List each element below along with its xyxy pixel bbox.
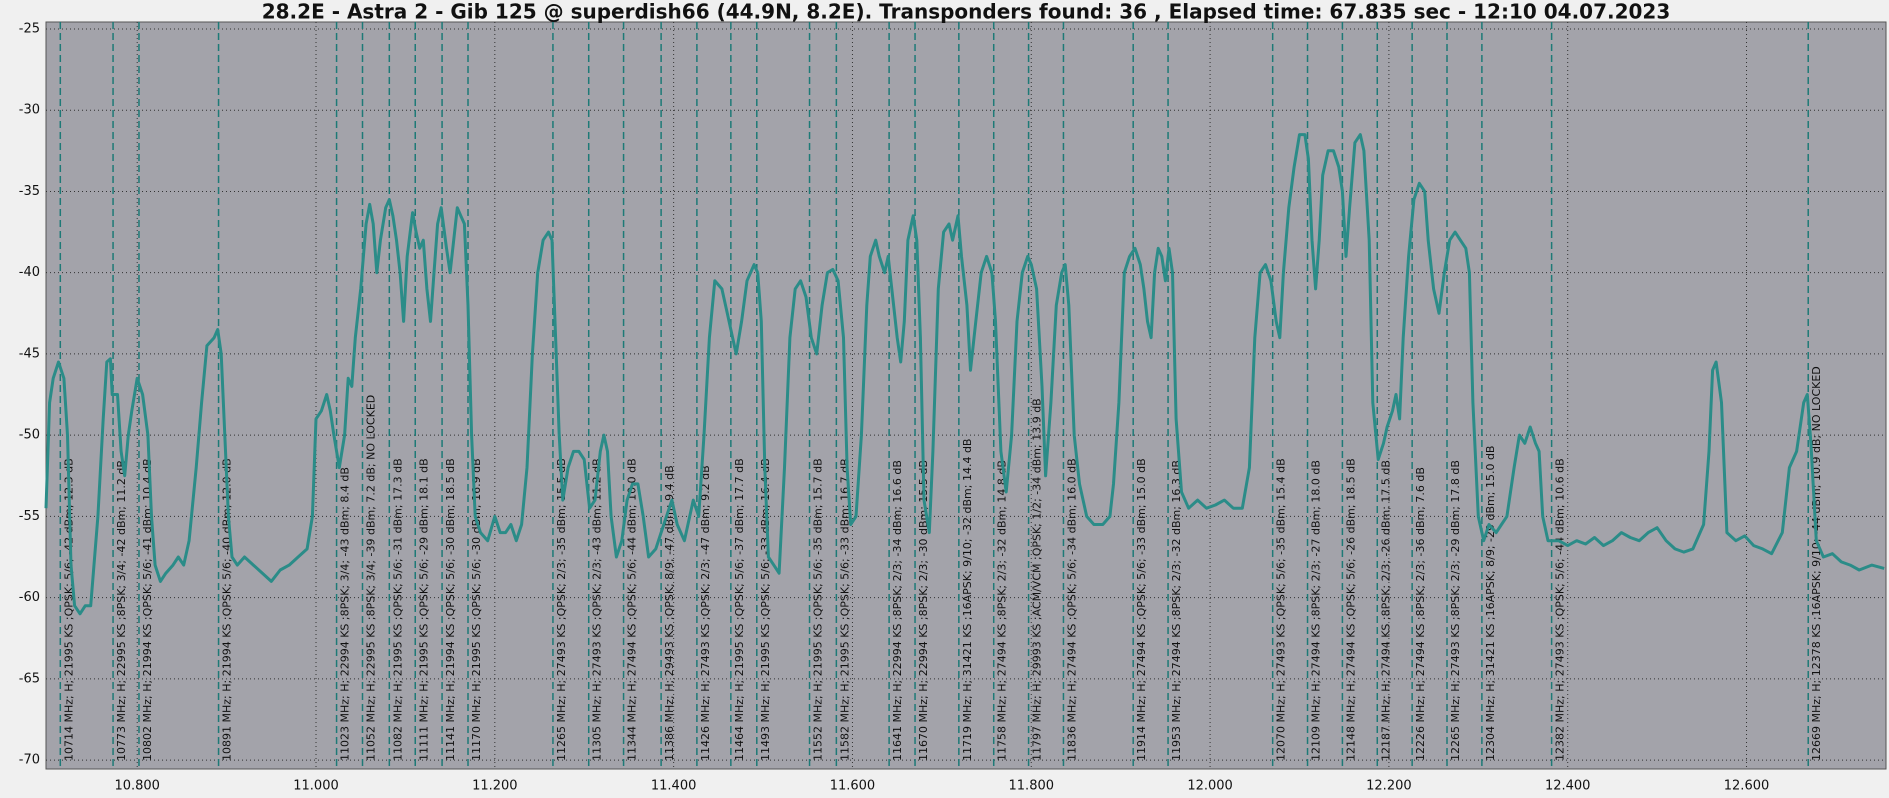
y-tick-label: -25	[19, 21, 40, 36]
transponder-label: 11552 MHz; H; 21995 KS ;QPSK; 5/6; -35 d…	[812, 458, 825, 761]
x-tick-label: 12.400	[1545, 779, 1591, 794]
transponder-label: 11797 MHz; H; 29993 KS ;ACM/VCM ;QPSK; 1…	[1031, 398, 1044, 761]
transponder-label: 10714 MHz; H; 21995 KS ;QPSK; 5/6; -42 d…	[62, 458, 75, 761]
transponder-label: 10773 MHz; H; 22995 KS ;8PSK; 3/4; -42 d…	[115, 460, 128, 761]
y-tick-label: -60	[19, 590, 40, 605]
transponder-label: 12382 MHz; H; 27493 KS ;QPSK; 5/6; -44 d…	[1554, 458, 1567, 761]
transponder-label: 12109 MHz; H; 27494 KS ;8PSK; 2/3; -27 d…	[1310, 460, 1323, 761]
transponder-label: 11052 MHz; H; 22995 KS ;8PSK; 3/4; -39 d…	[365, 395, 378, 761]
transponder-label: 11082 MHz; H; 21995 KS ;QPSK; 5/6; -31 d…	[391, 458, 404, 761]
transponder-label: 11758 MHz; H; 27494 KS ;8PSK; 2/3; -32 d…	[996, 460, 1009, 761]
transponder-label: 12070 MHz; H; 27493 KS ;QPSK; 5/6; -35 d…	[1275, 458, 1288, 761]
transponder-label: 12669 MHz; H; 12378 KS ;16APSK; 9/10; -4…	[1810, 366, 1823, 761]
transponder-label: 11582 MHz; H; 21995 KS ;QPSK; 5/6; -33 d…	[838, 458, 851, 761]
chart-title: 28.2E - Astra 2 - Gib 125 @ superdish66 …	[262, 0, 1671, 24]
transponder-label: 12226 MHz; H; 27494 KS ;8PSK; 2/3; -36 d…	[1414, 467, 1427, 761]
transponder-label: 12148 MHz; H; 27494 KS ;QPSK; 5/6; -26 d…	[1344, 458, 1357, 761]
plot-area	[45, 21, 1887, 770]
transponder-label: 11914 MHz; H; 27494 KS ;QPSK; 5/6; -33 d…	[1135, 458, 1148, 761]
transponder-label: 11836 MHz; H; 27494 KS ;QPSK; 5/6; -34 d…	[1065, 458, 1078, 761]
transponder-label: 12265 MHz; H; 27493 KS ;8PSK; 2/3; -29 d…	[1449, 460, 1462, 761]
transponder-label: 11141 MHz; H; 21994 KS ;QPSK; 5/6; -30 d…	[444, 458, 457, 761]
transponder-label: 11023 MHz; H; 22994 KS ;8PSK; 3/4; -43 d…	[339, 467, 352, 761]
y-tick-label: -55	[19, 509, 40, 524]
transponder-label: 11464 MHz; H; 21995 KS ;QPSK; 5/6; -37 d…	[733, 458, 746, 761]
transponder-label: 11719 MHz; H; 31421 KS ;16APSK; 9/10; -3…	[961, 439, 974, 761]
transponder-label: 12304 MHz; H; 31421 KS ;16APSK; 8/9; -29…	[1484, 446, 1497, 761]
x-tick-label: 11.600	[830, 779, 876, 794]
x-tick-label: 12.000	[1187, 779, 1233, 794]
y-tick-label: -35	[19, 184, 40, 199]
transponder-label: 11111 MHz; H; 21995 KS ;QPSK; 5/6; -29 d…	[417, 458, 430, 761]
transponder-label: 11344 MHz; H; 27494 KS ;QPSK; 5/6; -44 d…	[626, 458, 639, 761]
transponder-label: 11670 MHz; H; 22994 KS ;8PSK; 2/3; -30 d…	[917, 460, 930, 761]
x-tick-label: 12.200	[1366, 779, 1412, 794]
transponder-label: 11426 MHz; H; 27493 KS ;QPSK; 2/3; -47 d…	[699, 465, 712, 761]
y-tick-label: -45	[19, 346, 40, 361]
x-tick-label: 12.600	[1724, 779, 1770, 794]
x-tick-label: 11.400	[651, 779, 697, 794]
transponder-label: 11265 MHz; H; 27493 KS ;QPSK; 2/3; -35 d…	[555, 458, 568, 761]
y-tick-label: -65	[19, 671, 40, 686]
transponder-label: 11305 MHz; H; 27493 KS ;QPSK; 2/3; -43 d…	[591, 458, 604, 761]
x-tick-label: 10.800	[114, 779, 160, 794]
transponder-label: 12187 MHz; H; 27494 KS ;8PSK; 2/3; -26 d…	[1379, 460, 1392, 761]
x-tick-label: 11.800	[1009, 779, 1055, 794]
transponder-label: 11641 MHz; H; 22994 KS ;8PSK; 2/3; -34 d…	[891, 460, 904, 761]
x-tick-label: 11.200	[472, 779, 518, 794]
y-tick-label: -40	[19, 265, 40, 280]
x-tick-label: 11.000	[293, 779, 339, 794]
spectrum-line	[44, 133, 1885, 616]
transponder-label: 11386 MHz; H; 29493 KS ;QPSK; 8/9; -47 d…	[663, 465, 676, 761]
y-tick-label: -30	[19, 103, 40, 118]
transponder-label: 11170 MHz; H; 21995 KS ;QPSK; 5/6; -30 d…	[470, 458, 483, 761]
y-tick-label: -50	[19, 428, 40, 443]
transponder-label: 11953 MHz; H; 27494 KS ;8PSK; 2/3; -32 d…	[1170, 460, 1183, 761]
transponder-label: 10802 MHz; H; 21994 KS ;QPSK; 5/6; -41 d…	[141, 458, 154, 761]
y-tick-label: -70	[19, 753, 40, 768]
